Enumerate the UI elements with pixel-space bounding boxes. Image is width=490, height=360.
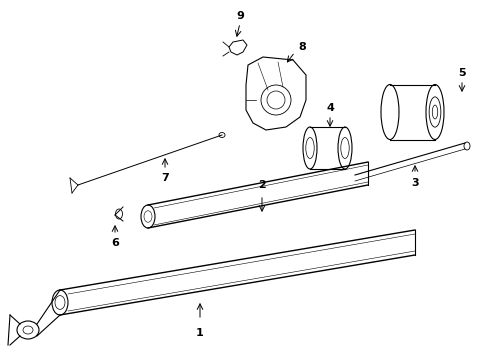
Text: 1: 1	[196, 328, 204, 338]
Text: 2: 2	[258, 180, 266, 190]
Text: 8: 8	[298, 42, 306, 52]
Text: 9: 9	[236, 11, 244, 21]
Text: 5: 5	[458, 68, 466, 78]
Text: 7: 7	[161, 173, 169, 183]
Text: 4: 4	[326, 103, 334, 113]
Text: 6: 6	[111, 238, 119, 248]
Text: 3: 3	[411, 178, 419, 188]
